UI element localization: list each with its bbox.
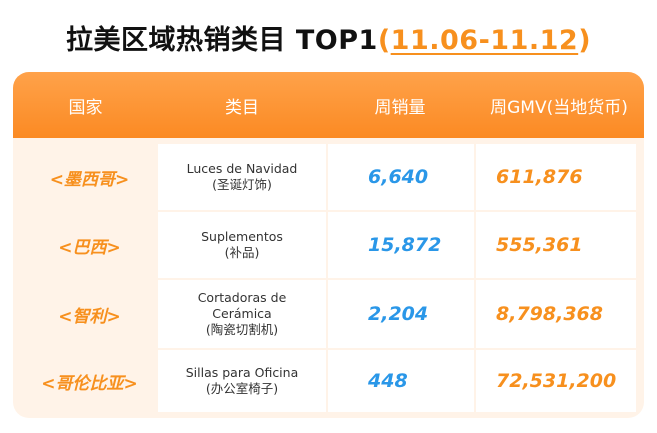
- header-country: 国家: [68, 98, 103, 118]
- top-category-table: 国家 类目 周销量 周GMV(当地货币) <墨西哥> Luces de Navi…: [13, 72, 644, 418]
- weekly-gmv-cell: 611,876: [476, 144, 636, 210]
- weekly-sales-cell: 448: [328, 350, 474, 412]
- category-chinese: (办公室椅子): [205, 381, 279, 396]
- category-chinese: (补品): [224, 245, 260, 260]
- category-cell: Suplementos (补品): [158, 212, 326, 278]
- country-cell: <哥伦比亚>: [41, 373, 138, 394]
- weekly-sales-cell: 6,640: [328, 144, 474, 210]
- weekly-gmv-cell: 8,798,368: [476, 280, 636, 348]
- table-row: <巴西> Suplementos (补品) 15,872 555,361: [21, 212, 636, 278]
- table-row: <哥伦比亚> Sillas para Oficina (办公室椅子) 448 7…: [21, 350, 636, 412]
- header-weekly-sales: 周销量: [374, 98, 426, 118]
- title-main: 拉美区域热销类目 TOP1: [65, 25, 378, 56]
- country-cell: <墨西哥>: [49, 169, 130, 190]
- category-spanish: Luces de Navidad: [186, 161, 298, 176]
- weekly-gmv-cell: 555,361: [476, 212, 636, 278]
- category-cell: Luces de Navidad (圣诞灯饰): [158, 144, 326, 210]
- table-row: <智利> Cortadoras de Cerámica (陶瓷切割机) 2,20…: [21, 280, 636, 348]
- category-cell: Cortadoras de Cerámica (陶瓷切割机): [158, 280, 326, 348]
- country-cell: <巴西>: [58, 237, 121, 258]
- category-spanish: Cortadoras de: [197, 290, 287, 305]
- header-weekly-gmv: 周GMV(当地货币): [490, 98, 628, 118]
- weekly-gmv-cell: 72,531,200: [476, 350, 636, 412]
- weekly-sales-cell: 2,204: [328, 280, 474, 348]
- category-chinese: (圣诞灯饰): [212, 177, 272, 192]
- date-range-text: 11.06-11.12: [390, 25, 579, 56]
- header-category: 类目: [225, 98, 259, 118]
- category-spanish-line2: Cerámica: [212, 306, 272, 321]
- category-cell: Sillas para Oficina (办公室椅子): [158, 350, 326, 412]
- date-range: (11.06-11.12): [377, 25, 592, 56]
- country-cell: <智利>: [58, 306, 121, 327]
- page-title: 拉美区域热销类目 TOP1(11.06-11.12): [0, 18, 657, 57]
- category-spanish: Sillas para Oficina: [185, 365, 299, 380]
- table-row: <墨西哥> Luces de Navidad (圣诞灯饰) 6,640 611,…: [21, 144, 636, 210]
- weekly-sales-cell: 15,872: [328, 212, 474, 278]
- category-spanish: Suplementos: [201, 229, 283, 244]
- table-header: 国家 类目 周销量 周GMV(当地货币): [13, 72, 644, 138]
- category-chinese: (陶瓷切割机): [205, 322, 279, 337]
